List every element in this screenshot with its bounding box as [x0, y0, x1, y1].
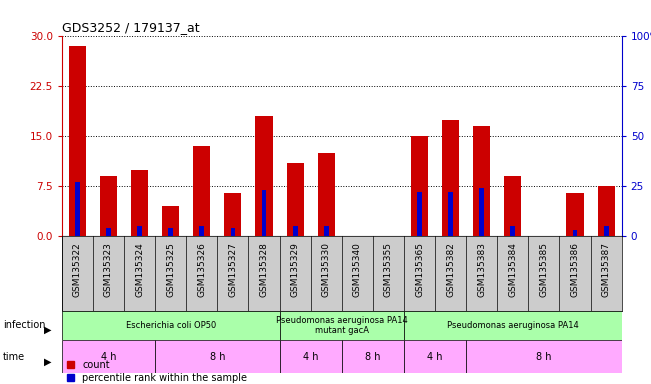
Bar: [404, 311, 622, 340]
Bar: [479, 188, 484, 236]
Bar: [442, 120, 459, 236]
Bar: [230, 228, 235, 236]
Bar: [193, 146, 210, 236]
Bar: [466, 340, 622, 373]
Bar: [279, 311, 404, 340]
Bar: [603, 226, 609, 236]
Bar: [131, 170, 148, 236]
Bar: [106, 228, 111, 236]
Bar: [293, 226, 298, 236]
Text: 4 h: 4 h: [303, 351, 318, 362]
Text: GSM135322: GSM135322: [73, 242, 82, 297]
Bar: [318, 153, 335, 236]
Text: GSM135323: GSM135323: [104, 242, 113, 297]
Bar: [286, 163, 303, 236]
Text: GSM135383: GSM135383: [477, 242, 486, 297]
Bar: [510, 226, 515, 236]
Bar: [225, 193, 242, 236]
Bar: [417, 192, 422, 236]
Bar: [69, 46, 86, 236]
Text: 4 h: 4 h: [427, 351, 443, 362]
Text: Pseudomonas aeruginosa PA14: Pseudomonas aeruginosa PA14: [447, 321, 579, 330]
Bar: [449, 192, 453, 236]
Bar: [279, 340, 342, 373]
Text: infection: infection: [3, 320, 46, 331]
Text: GSM135355: GSM135355: [384, 242, 393, 297]
Bar: [155, 340, 279, 373]
Bar: [342, 340, 404, 373]
Text: GSM135329: GSM135329: [290, 242, 299, 297]
Bar: [137, 226, 142, 236]
Bar: [75, 182, 80, 236]
Text: GSM135326: GSM135326: [197, 242, 206, 297]
Text: GSM135385: GSM135385: [540, 242, 548, 297]
Bar: [324, 226, 329, 236]
Text: ▶: ▶: [44, 357, 52, 367]
Bar: [199, 226, 204, 236]
Bar: [62, 340, 155, 373]
Text: Pseudomonas aeruginosa PA14
mutant gacA: Pseudomonas aeruginosa PA14 mutant gacA: [276, 316, 408, 335]
Bar: [255, 116, 273, 236]
Bar: [404, 340, 466, 373]
Text: GSM135382: GSM135382: [446, 242, 455, 297]
Text: time: time: [3, 351, 25, 362]
Text: Escherichia coli OP50: Escherichia coli OP50: [126, 321, 216, 330]
Bar: [473, 126, 490, 236]
Text: GSM135365: GSM135365: [415, 242, 424, 297]
Text: GSM135330: GSM135330: [322, 242, 331, 297]
Bar: [62, 311, 279, 340]
Text: GSM135386: GSM135386: [570, 242, 579, 297]
Bar: [262, 190, 266, 236]
Text: GDS3252 / 179137_at: GDS3252 / 179137_at: [62, 21, 199, 34]
Bar: [411, 136, 428, 236]
Bar: [169, 228, 173, 236]
Text: 4 h: 4 h: [101, 351, 117, 362]
Legend: count, percentile rank within the sample: count, percentile rank within the sample: [66, 360, 247, 383]
Text: GSM135324: GSM135324: [135, 242, 144, 297]
Text: GSM135328: GSM135328: [260, 242, 268, 297]
Text: GSM135340: GSM135340: [353, 242, 362, 297]
Bar: [505, 176, 521, 236]
Text: 8 h: 8 h: [365, 351, 381, 362]
Bar: [598, 186, 615, 236]
Bar: [573, 230, 577, 236]
Bar: [566, 193, 583, 236]
Text: GSM135327: GSM135327: [229, 242, 238, 297]
Text: ▶: ▶: [44, 325, 52, 335]
Text: GSM135387: GSM135387: [602, 242, 611, 297]
Text: 8 h: 8 h: [210, 351, 225, 362]
Bar: [100, 176, 117, 236]
Bar: [162, 206, 179, 236]
Text: GSM135325: GSM135325: [166, 242, 175, 297]
Text: 8 h: 8 h: [536, 351, 551, 362]
Text: GSM135384: GSM135384: [508, 242, 518, 297]
